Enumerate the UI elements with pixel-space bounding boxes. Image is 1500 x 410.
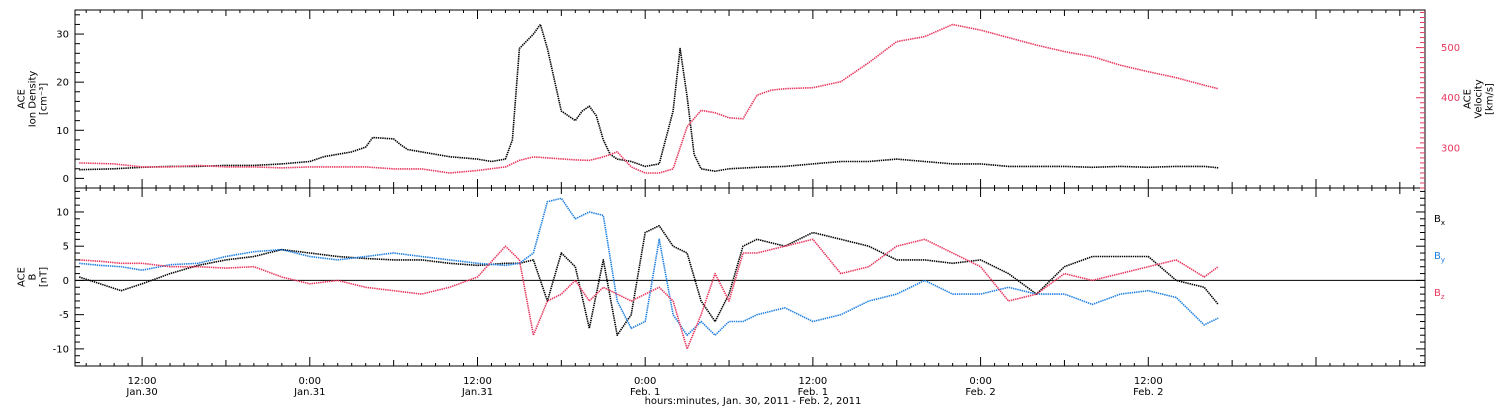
velocity-series-1	[79, 23, 1219, 174]
legend-bx-subscript: x	[1441, 219, 1445, 227]
x-axis-title: hours:minutes, Jan. 30, 2011 - Feb. 2, 2…	[645, 396, 862, 407]
b-axis-tick-label: 5	[63, 242, 69, 253]
x-tick-label-date: Jan.31	[293, 387, 325, 398]
legend-by: By	[1434, 251, 1445, 264]
velocity-axis-tick-label: 300	[1441, 143, 1460, 154]
x-tick-label-date: Jan.31	[461, 387, 493, 398]
b-field-by-series-1	[79, 197, 1219, 336]
legend-bz-subscript: z	[1441, 293, 1445, 301]
axis-labels: 0102030300400500-10-5051012:00Jan.300:00…	[17, 30, 1496, 398]
density-axis-title: ACE Ion Density [cm⁻³]	[17, 71, 50, 128]
x-tick-label-date: Feb. 2	[1133, 387, 1163, 398]
b-axis-title-line: [nT]	[39, 267, 50, 287]
b-axis-tick-label: 10	[56, 207, 69, 218]
x-tick-label-time: 0:00	[634, 376, 656, 387]
x-tick-label-time: 12:00	[798, 376, 827, 387]
b-axis-title-line: ACE	[17, 267, 28, 287]
legend-bx: Bx	[1434, 214, 1445, 227]
x-tick-label-date: Feb. 1	[630, 387, 660, 398]
x-tick-label-date: Feb. 1	[798, 387, 828, 398]
b-axis-title: ACE B [nT]	[17, 267, 50, 287]
b-field-bx-series-0	[78, 224, 1219, 336]
velocity-axis-title-line: ACE	[1463, 89, 1474, 109]
density-series-0	[79, 23, 1219, 172]
velocity-axis-tick-label: 400	[1441, 93, 1460, 104]
legend-by-subscript: y	[1441, 256, 1445, 264]
density-axis-tick-label: 10	[56, 126, 69, 137]
x-tick-label-time: 12:00	[1134, 376, 1163, 387]
density-axis-title-line: ACE	[17, 89, 28, 109]
b-axis-tick-label: -5	[59, 310, 69, 321]
x-tick-label-time: 0:00	[299, 376, 321, 387]
density-axis-title-line: [cm⁻³]	[39, 83, 50, 115]
axis-ticks	[75, 10, 1425, 366]
velocity-axis-tick-label: 500	[1441, 43, 1460, 54]
data-series	[78, 23, 1219, 350]
velocity-axis-title-line: Velocity	[1474, 79, 1485, 118]
x-tick-label-time: 0:00	[969, 376, 991, 387]
x-tick-label-time: 12:00	[463, 376, 492, 387]
x-tick-label-date: Jan.30	[125, 387, 157, 398]
b-field-bz-series-2	[79, 238, 1219, 350]
b-axis-title-line: B	[28, 273, 39, 280]
panel-frames	[74, 9, 1426, 367]
density-axis-tick-label: 30	[56, 30, 69, 41]
b-axis-tick-label: -10	[53, 344, 69, 355]
density-axis-tick-label: 20	[56, 78, 69, 89]
x-tick-label-time: 12:00	[128, 376, 157, 387]
velocity-axis-title: ACE Velocity [km/s]	[1463, 79, 1496, 118]
velocity-axis-title-line: [km/s]	[1485, 83, 1496, 115]
legend-bz: Bz	[1434, 288, 1445, 301]
x-tick-label-date: Feb. 2	[965, 387, 995, 398]
density-axis-title-line: Ion Density	[28, 71, 39, 128]
b-axis-tick-label: 0	[63, 276, 69, 287]
x-axis-title-text: hours:minutes, Jan. 30, 2011 - Feb. 2, 2…	[645, 396, 862, 407]
density-axis-tick-label: 0	[63, 174, 69, 185]
